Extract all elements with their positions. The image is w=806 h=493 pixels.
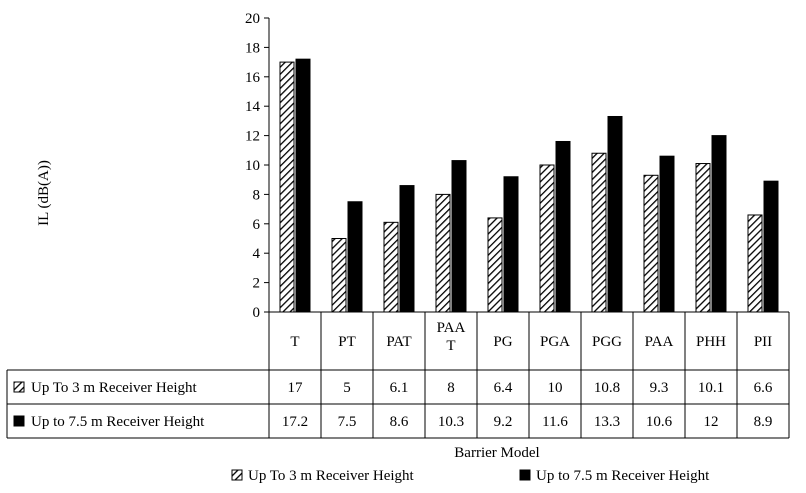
category-label: T [290, 334, 299, 350]
bar-3m-6 [591, 152, 607, 313]
bar-7-5m-1 [347, 201, 363, 313]
y-tick-label: 2 [253, 276, 261, 292]
bar-7-5m-0 [295, 58, 311, 313]
legend-label-7-5m: Up to 7.5 m Receiver Height [536, 468, 710, 484]
data-table: T PT PAT PAA T PG PGA PGG PAA PHH PII Up To 3 m Rec… [6, 312, 790, 439]
table-value: 10.6 [646, 414, 673, 430]
bar-3m-3 [435, 193, 451, 313]
category-label: PAT [386, 334, 411, 350]
bar-7-5m-3 [451, 160, 467, 313]
bar-3m-8 [695, 163, 711, 313]
bar-7-5m-4 [503, 176, 519, 313]
bar-3m-0 [279, 61, 295, 313]
table-value: 17.2 [282, 414, 308, 430]
table-value: 13.3 [594, 414, 620, 430]
table-value: 6.1 [390, 380, 409, 396]
bar-3m-7 [643, 174, 659, 313]
table-value: 10.1 [698, 380, 724, 396]
y-tick-label: 10 [245, 158, 260, 174]
bar-3m-2 [383, 221, 399, 313]
y-tick-label: 14 [245, 99, 261, 115]
table-value: 9.3 [650, 380, 669, 396]
table-value: 5 [343, 380, 351, 396]
y-tick-label: 6 [253, 217, 261, 233]
bar-7-5m-6 [607, 115, 623, 313]
y-tick-label: 12 [245, 129, 260, 145]
y-tick-label: 0 [253, 305, 261, 321]
table-value: 17 [288, 380, 304, 396]
category-label: PAA T [437, 320, 466, 354]
bar-7-5m-5 [555, 140, 571, 313]
y-tick-label: 16 [245, 70, 261, 86]
bar-7-5m-8 [711, 135, 727, 313]
table-value: 10.3 [438, 414, 464, 430]
bar-3m-9 [747, 214, 763, 313]
plot-area: 0 2 4 6 8 10 12 14 16 18 20 [245, 11, 789, 321]
y-tick-label: 18 [245, 40, 260, 56]
table-value: 9.2 [494, 414, 513, 430]
table-value: 10 [548, 380, 563, 396]
category-label: PAA [645, 334, 674, 350]
category-label: PT [338, 334, 356, 350]
table-value: 6.4 [494, 380, 513, 396]
y-axis-label: IL (dB(A)) [36, 160, 52, 226]
category-label: PGA [540, 334, 570, 350]
bar-3m-5 [539, 164, 555, 313]
bar-3m-1 [331, 238, 347, 313]
table-value: 10.8 [594, 380, 620, 396]
legend-key-7-5m [519, 469, 531, 481]
table-series-name: Up to 7.5 m Receiver Height [31, 414, 205, 430]
y-tick-label: 8 [253, 187, 261, 203]
table-value: 12 [704, 414, 719, 430]
table-value: 8.9 [754, 414, 773, 430]
table-value: 8 [447, 380, 455, 396]
bar-7-5m-7 [659, 155, 675, 313]
category-label: PII [754, 334, 772, 350]
table-value: 7.5 [338, 414, 357, 430]
legend-label-3m: Up To 3 m Receiver Height [248, 468, 415, 484]
category-label: PG [493, 334, 512, 350]
table-series-name: Up To 3 m Receiver Height [31, 380, 198, 396]
legend-key-3m [231, 469, 243, 481]
table-value: 8.6 [390, 414, 409, 430]
y-tick-label: 4 [253, 246, 261, 262]
table-legend-key [13, 381, 25, 393]
category-label: PHH [696, 334, 726, 350]
table-legend-key [13, 415, 25, 427]
table-value: 11.6 [542, 414, 568, 430]
bar-7-5m-2 [399, 185, 415, 313]
category-label: PGG [592, 334, 622, 350]
table-value: 6.6 [754, 380, 773, 396]
y-tick-label: 20 [245, 11, 260, 27]
legend: Up To 3 m Receiver Height Up to 7.5 m Rec… [231, 468, 710, 484]
x-axis-label: Barrier Model [454, 445, 539, 461]
bar-3m-4 [487, 217, 503, 313]
bar-7-5m-9 [763, 180, 779, 313]
